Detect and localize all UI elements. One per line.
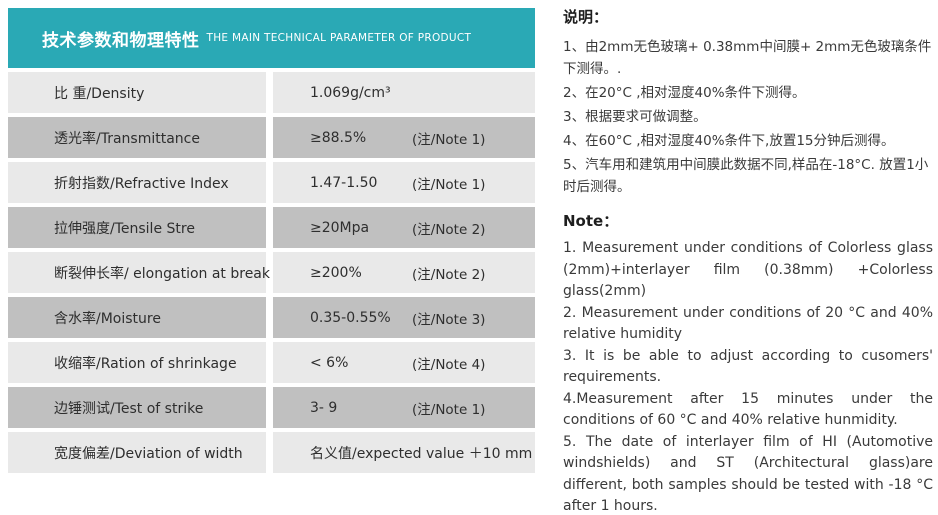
row-note: (注/Note 1) — [412, 131, 486, 148]
row-value-cell: 1.069g/cm³ — [273, 72, 535, 113]
notes-en-item-5: 5. The date of interlayer film of HI (Au… — [563, 433, 933, 515]
row-value: < 6% — [310, 354, 349, 371]
row-label: 比 重/Density — [8, 72, 266, 113]
table-row-density: 比 重/Density 1.069g/cm³ — [8, 72, 535, 113]
row-value-cell: < 6% (注/Note 4) — [273, 342, 535, 383]
row-label: 含水率/Moisture — [8, 297, 266, 338]
table-row-shrinkage: 收缩率/Ration of shrinkage < 6% (注/Note 4) — [8, 342, 535, 383]
spec-table: 技术参数和物理特性 THE MAIN TECHNICAL PARAMETER O… — [8, 8, 535, 473]
table-row-refractive-index: 折射指数/Refractive Index 1.47-1.50 (注/Note … — [8, 162, 535, 203]
notes-en-item-3: 3. It is be able to adjust according to … — [563, 347, 933, 386]
row-value-cell: ≥200% (注/Note 2) — [273, 252, 535, 293]
table-row-transmittance: 透光率/Transmittance ≥88.5% (注/Note 1) — [8, 117, 535, 158]
row-value: ≥200% — [310, 264, 362, 281]
row-value: ≥20Mpa — [310, 219, 370, 236]
notes-cn-item-2: 2、在20°C ,相对湿度40%条件下测得。 — [563, 85, 806, 101]
notes-en-item-1: 1. Measurement under conditions of Color… — [563, 240, 933, 299]
table-row-tensile-strength: 拉伸强度/Tensile Stre ≥20Mpa (注/Note 2) — [8, 207, 535, 248]
row-value: 1.069g/cm³ — [310, 84, 391, 101]
row-label: 折射指数/Refractive Index — [8, 162, 266, 203]
row-value: 3- 9 — [310, 399, 338, 416]
notes-cn-heading: 说明： — [563, 8, 609, 26]
row-value: ≥88.5% — [310, 129, 367, 146]
row-note: (注/Note 2) — [412, 266, 486, 283]
notes-cn-item-5: 5、汽车用和建筑用中间膜此数据不同,样品在-18°C. 放置1小时后测得。 — [563, 157, 929, 195]
table-row-elongation: 断裂伸长率/ elongation at break ≥200% (注/Note… — [8, 252, 535, 293]
row-value: 1.47-1.50 — [310, 174, 378, 191]
row-value: 0.35-0.55% — [310, 309, 391, 326]
table-row-test-of-strike: 边锤测试/Test of strike 3- 9 (注/Note 1) — [8, 387, 535, 428]
notes-en-heading: Note： — [563, 212, 619, 230]
row-label: 拉伸强度/Tensile Stre — [8, 207, 266, 248]
row-label: 断裂伸长率/ elongation at break — [8, 252, 270, 293]
row-value-cell: 1.47-1.50 (注/Note 1) — [273, 162, 535, 203]
row-note: (注/Note 1) — [412, 176, 486, 193]
table-row-width-deviation: 宽度偏差/Deviation of width 名义值/expected val… — [8, 432, 535, 473]
row-label: 边锤测试/Test of strike — [8, 387, 266, 428]
row-label: 宽度偏差/Deviation of width — [8, 432, 266, 473]
notes-cn-item-1: 1、由2mm无色玻璃+ 0.38mm中间膜+ 2mm无色玻璃条件下测得。. — [563, 39, 932, 77]
notes-panel: 说明： 1、由2mm无色玻璃+ 0.38mm中间膜+ 2mm无色玻璃条件下测得。… — [563, 6, 933, 515]
notes-en-item-2: 2. Measurement under conditions of 20 °C… — [563, 304, 933, 343]
notes-cn-item-4: 4、在60°C ,相对湿度40%条件下,放置15分钟后测得。 — [563, 133, 895, 149]
table-title-en: THE MAIN TECHNICAL PARAMETER OF PRODUCT — [206, 32, 472, 44]
row-value-cell: ≥20Mpa (注/Note 2) — [273, 207, 535, 248]
row-label: 收缩率/Ration of shrinkage — [8, 342, 266, 383]
notes-en-item-4: 4.Measurement after 15 minutes under the… — [563, 390, 933, 429]
row-value-cell: 名义值/expected value ＋10 mm — [273, 432, 535, 473]
table-title-zh: 技术参数和物理特性 — [42, 30, 200, 51]
row-note: (注/Note 4) — [412, 356, 486, 373]
row-note: (注/Note 3) — [412, 311, 486, 328]
table-row-moisture: 含水率/Moisture 0.35-0.55% (注/Note 3) — [8, 297, 535, 338]
notes-cn-item-3: 3、根据要求可做调整。 — [563, 109, 707, 125]
row-note: (注/Note 1) — [412, 401, 486, 418]
row-value-cell: 0.35-0.55% (注/Note 3) — [273, 297, 535, 338]
row-value-cell: ≥88.5% (注/Note 1) — [273, 117, 535, 158]
row-label: 透光率/Transmittance — [8, 117, 266, 158]
notes-english: Note： 1. Measurement under conditions of… — [563, 210, 933, 515]
notes-chinese: 说明： 1、由2mm无色玻璃+ 0.38mm中间膜+ 2mm无色玻璃条件下测得。… — [563, 6, 933, 198]
row-note: (注/Note 2) — [412, 221, 486, 238]
row-value: 名义值/expected value ＋10 mm — [310, 445, 533, 462]
row-value-cell: 3- 9 (注/Note 1) — [273, 387, 535, 428]
table-header: 技术参数和物理特性 THE MAIN TECHNICAL PARAMETER O… — [8, 8, 535, 68]
